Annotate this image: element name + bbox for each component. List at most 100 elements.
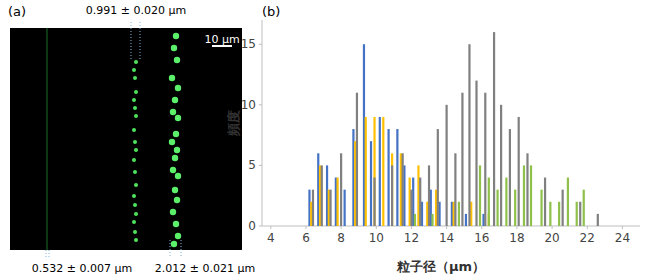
bar <box>509 129 511 226</box>
bar <box>576 202 578 226</box>
particle <box>133 140 137 144</box>
x-tick <box>622 226 623 229</box>
particle <box>171 241 177 247</box>
particle <box>132 98 136 102</box>
bar <box>468 44 470 226</box>
particle <box>132 158 136 162</box>
bar <box>379 117 381 226</box>
particle <box>134 90 138 94</box>
particle <box>134 60 138 64</box>
panel-label: (a) <box>8 4 26 19</box>
particle <box>174 197 180 203</box>
particle <box>175 173 181 179</box>
particle <box>175 233 181 239</box>
bar <box>373 178 375 226</box>
panel-label: (b) <box>262 4 280 19</box>
particle <box>170 209 176 215</box>
bar <box>329 190 331 226</box>
x-tick <box>516 226 517 229</box>
bar <box>410 190 412 226</box>
bar <box>344 190 346 226</box>
bar <box>493 32 495 226</box>
bar <box>396 129 398 226</box>
particle <box>134 148 138 152</box>
particle <box>171 45 177 51</box>
particle <box>133 230 137 234</box>
x-tick-label: 6 <box>302 231 310 245</box>
particle <box>134 183 138 187</box>
size-annotation: 2.012 ± 0.021 μm <box>155 262 255 275</box>
particle <box>172 97 178 103</box>
x-tick <box>587 226 588 229</box>
x-tick <box>446 226 447 229</box>
y-tick-label: 5 <box>248 158 256 172</box>
particle <box>133 106 137 110</box>
bar <box>446 105 448 226</box>
particle <box>174 57 180 63</box>
bar <box>437 129 439 226</box>
x-tick-label: 18 <box>509 231 524 245</box>
particle <box>133 76 137 80</box>
y-tick-label: 15 <box>241 37 256 51</box>
particle <box>175 115 181 121</box>
particle <box>132 194 136 198</box>
figure: (a)10 μm0.991 ± 0.020 μm0.532 ± 0.007 μm… <box>0 0 650 278</box>
bar <box>530 165 532 226</box>
y-axis-line <box>262 20 263 226</box>
particle <box>172 187 178 193</box>
bar <box>549 202 551 226</box>
bar <box>597 214 599 226</box>
x-tick <box>341 226 342 229</box>
bar <box>454 153 456 226</box>
x-axis-title: 粒子径（μm） <box>396 259 485 274</box>
bar <box>387 129 389 226</box>
bar <box>402 153 404 226</box>
x-tick <box>411 226 412 229</box>
bar <box>419 178 421 226</box>
y-tick-label: 10 <box>241 98 256 112</box>
x-tick <box>552 226 553 229</box>
y-tick <box>259 104 262 105</box>
particle <box>169 75 175 81</box>
bar <box>500 105 502 226</box>
x-tick <box>481 226 482 229</box>
bar <box>496 190 498 226</box>
x-tick-label: 16 <box>474 231 489 245</box>
bar <box>428 165 430 226</box>
x-tick-label: 4 <box>267 231 275 245</box>
particle <box>134 212 138 216</box>
particle <box>169 139 175 145</box>
guide-line <box>170 240 171 258</box>
particle <box>173 33 179 39</box>
x-tick <box>305 226 306 229</box>
guide-line <box>46 250 47 258</box>
y-tick <box>259 44 262 45</box>
bar <box>475 81 477 226</box>
bar <box>391 153 393 226</box>
guide-line <box>49 250 50 258</box>
bar <box>312 190 314 226</box>
bar <box>562 190 564 226</box>
bar <box>391 165 393 226</box>
bar <box>373 117 375 226</box>
bar <box>505 178 507 226</box>
particle <box>132 220 136 224</box>
x-tick-label: 12 <box>404 231 419 245</box>
bar <box>514 190 516 226</box>
bar <box>337 178 339 226</box>
x-tick <box>376 226 377 229</box>
particle <box>173 221 179 227</box>
bar <box>583 190 585 226</box>
bar <box>321 165 323 226</box>
x-tick-label: 8 <box>337 231 345 245</box>
bar <box>414 214 416 226</box>
guide-line <box>140 22 141 60</box>
particle <box>175 85 181 91</box>
bar <box>579 202 581 226</box>
guide-line <box>131 22 132 60</box>
micrograph <box>10 28 242 250</box>
scale-bar-label: 10 μm <box>204 33 239 46</box>
bar <box>370 141 372 226</box>
x-tick-label: 10 <box>369 231 384 245</box>
x-tick-label: 20 <box>544 231 559 245</box>
